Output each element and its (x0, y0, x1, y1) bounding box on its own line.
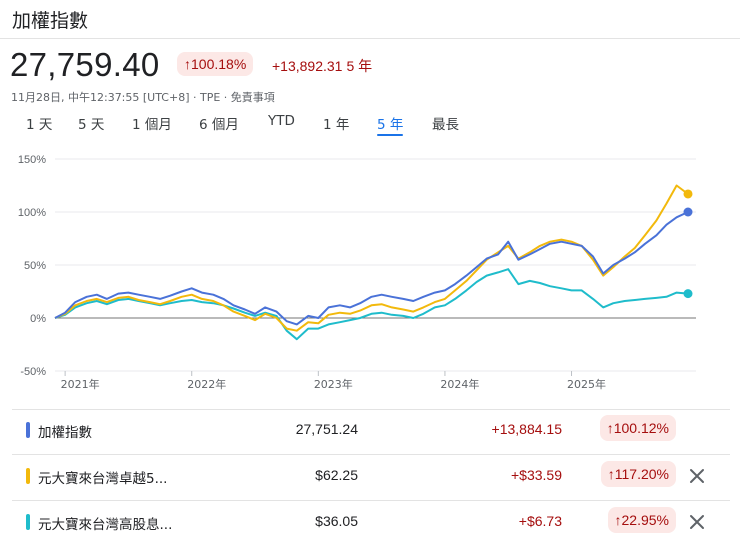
y-tick-label: 50% (24, 260, 46, 272)
row-name: 元大寶來台灣卓越5... (38, 471, 168, 487)
active-tab-underline (377, 134, 404, 136)
row-divider (12, 500, 730, 501)
comparison-row-taiex[interactable]: 加權指數 27,751.24 +13,884.15 ↑100.12% (0, 409, 740, 453)
row-divider (12, 454, 730, 455)
tab-max[interactable]: 最長 (432, 117, 459, 133)
comparison-row-0050[interactable]: 元大寶來台灣卓越5... $62.25 +$33.59 ↑117.20% (0, 455, 740, 499)
row-change: +$33.59 (511, 467, 562, 483)
row-percent-badge: ↑117.20% (600, 461, 676, 487)
y-tick-label: -50% (20, 366, 46, 378)
row-divider (12, 409, 730, 410)
row-change: +$6.73 (518, 513, 562, 529)
x-tick-label: 2023年 (314, 377, 353, 391)
row-value: 27,751.24 (295, 421, 358, 437)
x-tick-label: 2021年 (61, 377, 100, 391)
row-value: $36.05 (315, 513, 358, 529)
change-summary: +13,892.31 5 年 (272, 56, 372, 76)
row-value: $62.25 (315, 467, 358, 483)
change-period: 5 年 (346, 58, 373, 74)
row-percent-badge: ↑100.12% (599, 415, 676, 441)
series-swatch (26, 422, 30, 438)
tab-ytd[interactable]: YTD (268, 113, 295, 129)
close-icon[interactable] (686, 511, 708, 533)
x-tick-label: 2022年 (187, 377, 226, 391)
row-percent-badge: ↑22.95% (607, 507, 676, 533)
change-points: +13,892.31 (272, 58, 343, 74)
series-line (54, 211, 689, 326)
series-endpoint (683, 189, 693, 199)
row-name: 元大寶來台灣高股息... (38, 517, 173, 533)
tab-1-month[interactable]: 1 個月 (132, 117, 172, 133)
quote-timestamp: 11月28日, 中午12:37:55 [UTC+8] · TPE · 免責事項 (11, 91, 275, 104)
current-price: 27,759.40 (10, 46, 160, 83)
row-name: 加權指數 (38, 425, 92, 441)
series-line (54, 268, 689, 341)
header-divider (0, 38, 740, 39)
close-icon[interactable] (686, 465, 708, 487)
tab-1-year[interactable]: 1 年 (323, 117, 350, 133)
tab-5-days[interactable]: 5 天 (78, 117, 105, 133)
row-change: +13,884.15 (491, 421, 562, 437)
series-endpoint (683, 207, 693, 217)
y-tick-label: 0% (30, 313, 46, 325)
x-tick-label: 2025年 (567, 377, 606, 391)
change-percent-badge: ↑100.18% (177, 52, 254, 76)
comparison-chart[interactable]: 150% 100% 50% 0% -50% 2021年 2022年 2023年 2024年 202… (0, 145, 740, 400)
tab-5-years[interactable]: 5 年 (377, 113, 404, 136)
comparison-row-0056[interactable]: 元大寶來台灣高股息... $36.05 +$6.73 ↑22.95% (0, 501, 740, 545)
tab-1-day[interactable]: 1 天 (26, 117, 53, 133)
series-swatch (26, 468, 30, 484)
tab-6-months[interactable]: 6 個月 (199, 117, 239, 133)
x-tick-label: 2024年 (440, 377, 479, 391)
page-title: 加權指數 (12, 10, 89, 32)
series-swatch (26, 514, 30, 530)
y-tick-label: 100% (18, 207, 46, 219)
series-endpoint (683, 289, 693, 299)
y-tick-label: 150% (18, 154, 46, 166)
